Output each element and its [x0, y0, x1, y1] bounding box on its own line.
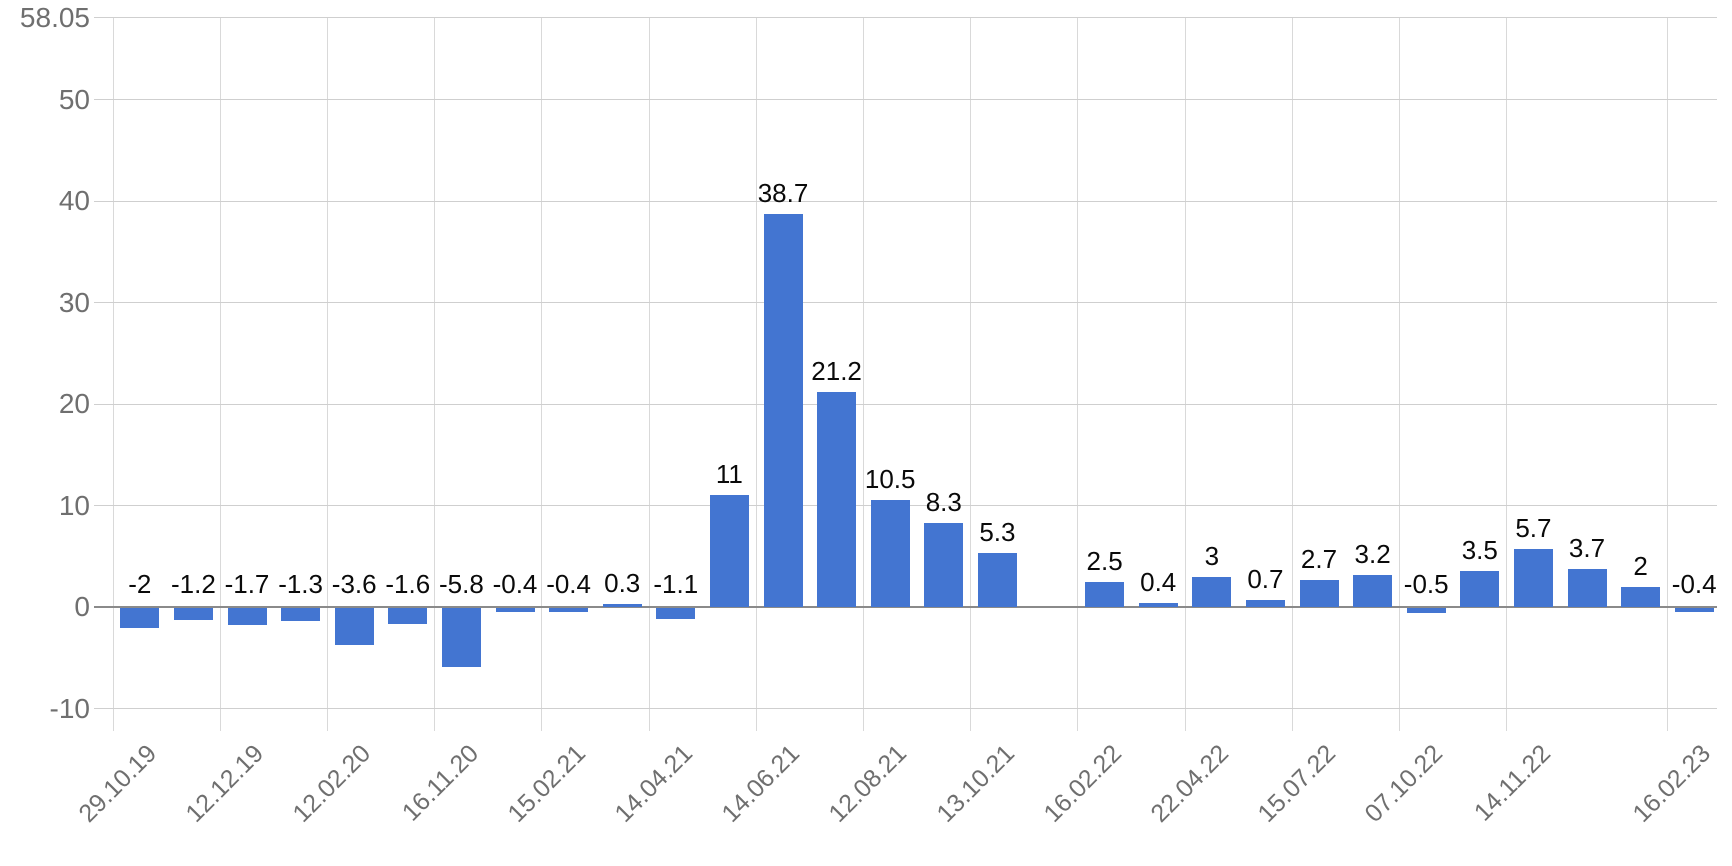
v-gridline: [541, 17, 543, 731]
bar-value-label: 10.5: [864, 464, 916, 495]
bar: [1513, 549, 1553, 607]
h-gridline: [94, 200, 1717, 202]
bar-value-label: 3: [1204, 540, 1220, 571]
bar: [709, 495, 749, 607]
bar-value-label: 8.3: [925, 486, 962, 517]
bar-value-label: -1.3: [278, 569, 323, 599]
y-axis-tick-label: 10: [58, 489, 90, 521]
bar-value-label: -0.4: [492, 569, 538, 599]
v-gridline: [1291, 17, 1293, 731]
h-gridline: [94, 302, 1717, 303]
y-axis-tick-label: 50: [58, 83, 90, 115]
bar: [656, 608, 696, 620]
bar: [817, 391, 857, 607]
bar: [1621, 586, 1661, 607]
y-axis-tick-label: 30: [58, 286, 90, 318]
bar-value-label: 0.3: [604, 567, 641, 598]
bar: [1192, 576, 1232, 607]
bar: [870, 500, 910, 607]
h-gridline: [94, 403, 1717, 405]
bar: [1085, 581, 1125, 607]
bar: [281, 608, 321, 622]
bar-value-label: 3.7: [1568, 533, 1606, 564]
v-gridline: [1077, 17, 1079, 731]
bar-value-label: -1.1: [653, 569, 699, 599]
y-axis-tick-label: 0: [74, 591, 90, 622]
bar-value-label: 5.7: [1515, 513, 1552, 544]
bar-value-label: 21.2: [811, 355, 862, 386]
bar: [334, 608, 374, 645]
bar: [602, 603, 642, 607]
bar: [388, 608, 428, 625]
bar: [227, 608, 267, 626]
bar: [1406, 608, 1446, 614]
y-axis-tick-label: 20: [58, 388, 90, 419]
bar: [763, 214, 803, 607]
bar-value-label: 3.5: [1461, 535, 1498, 566]
bar-value-label: -0.4: [546, 569, 591, 599]
bar: [1460, 571, 1500, 607]
bar-value-label: -1.2: [170, 569, 216, 599]
x-axis-tick-label: 29.10.19: [73, 739, 163, 828]
bar-value-label: 38.7: [757, 178, 809, 209]
zero-line: [94, 606, 1717, 608]
bar: [924, 522, 964, 607]
bar-value-label: -0.5: [1403, 569, 1449, 599]
v-gridline: [862, 17, 864, 731]
bar: [977, 553, 1017, 607]
bar: [1567, 569, 1607, 607]
h-gridline: [94, 99, 1717, 100]
v-gridline: [1666, 17, 1668, 731]
y-axis-tick-label: -10: [49, 692, 90, 724]
x-axis-tick-label: 16.02.23: [1627, 739, 1717, 828]
bar: [1138, 602, 1178, 607]
bar: [1674, 608, 1714, 613]
bar-value-label: -1.7: [224, 569, 270, 599]
v-gridline: [970, 17, 972, 731]
bar-value-label: -1.6: [385, 569, 431, 599]
v-gridline: [755, 17, 757, 731]
y-axis-tick-label: 58.05: [19, 1, 90, 33]
bar-value-label: 2: [1633, 550, 1648, 581]
bar: [1353, 574, 1393, 607]
bar-value-label: 0.4: [1140, 566, 1177, 597]
bar: [1245, 599, 1285, 607]
bar-value-label: 5.3: [979, 517, 1016, 548]
bar-value-label: -2: [128, 569, 152, 599]
bar: [495, 608, 535, 613]
v-gridline: [1398, 17, 1400, 731]
v-gridline: [326, 17, 328, 731]
bar-value-label: 0.7: [1247, 563, 1284, 594]
bar-value-label: 2.7: [1300, 543, 1338, 574]
bar-value-label: -0.4: [1671, 569, 1717, 599]
h-gridline: [94, 17, 1717, 19]
v-gridline: [219, 17, 221, 731]
y-axis-tick-label: 40: [58, 185, 90, 216]
bar: [173, 608, 213, 621]
h-gridline: [94, 708, 1717, 709]
bar-value-label: -5.8: [438, 569, 484, 599]
bar: [1299, 579, 1339, 607]
v-gridline: [434, 17, 436, 731]
v-gridline: [112, 17, 114, 731]
bar-value-label: 11: [715, 459, 743, 490]
bar-value-label: 2.5: [1086, 545, 1123, 576]
bar: [549, 608, 589, 613]
v-gridline: [1184, 17, 1186, 731]
v-gridline: [1506, 17, 1508, 731]
bar: [441, 608, 481, 667]
bar-value-label: -3.6: [331, 569, 377, 599]
bar-value-label: 3.2: [1354, 538, 1391, 569]
v-gridline: [648, 17, 650, 731]
bar: [120, 608, 160, 629]
